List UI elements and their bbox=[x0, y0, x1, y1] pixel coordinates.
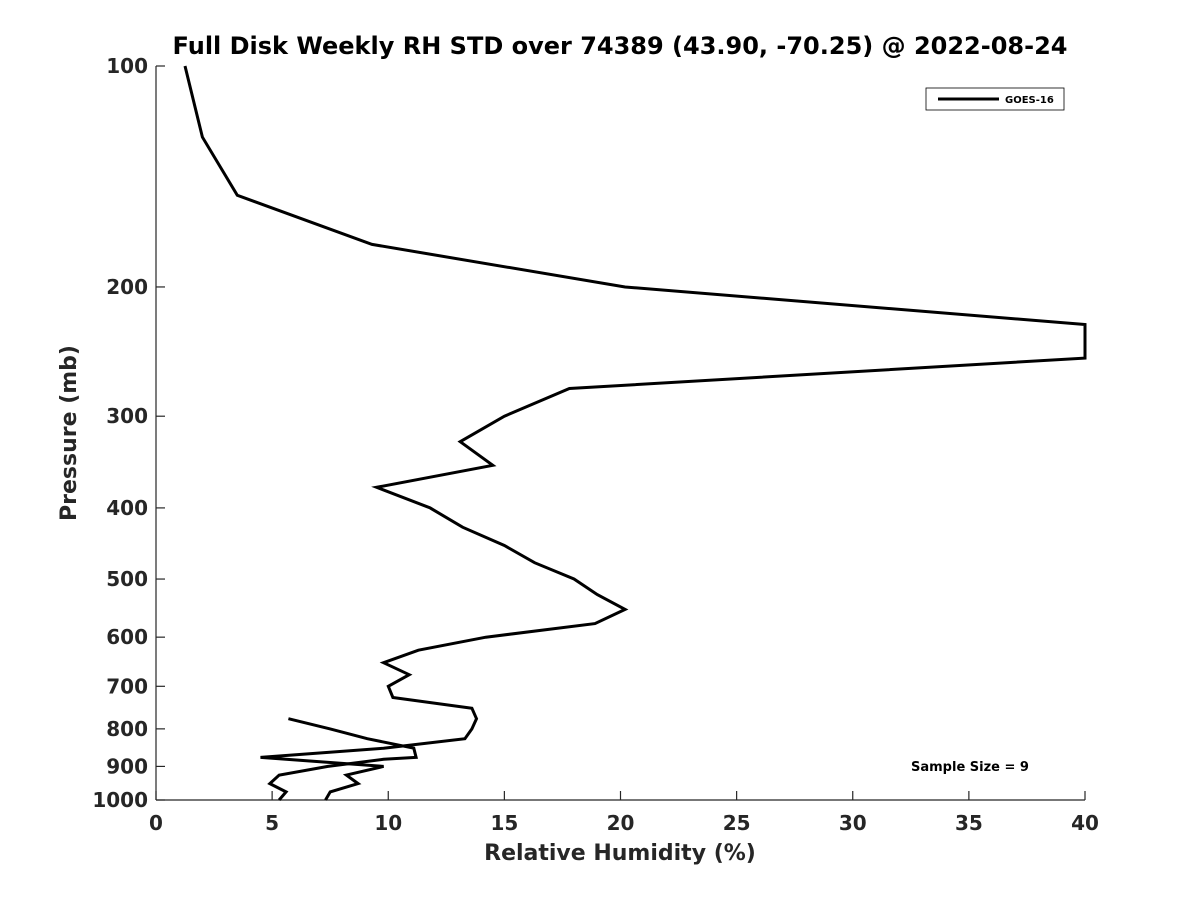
y-axis-label: Pressure (mb) bbox=[57, 345, 82, 521]
y-tick-label: 1000 bbox=[92, 788, 148, 812]
series-line-goes-16-lower bbox=[267, 717, 418, 801]
y-tick-label: 600 bbox=[106, 625, 148, 649]
y-tick-label: 200 bbox=[106, 275, 148, 299]
legend-label: GOES-16 bbox=[1005, 95, 1054, 106]
x-tick-label: 5 bbox=[265, 811, 279, 835]
series-line-goes-16 bbox=[183, 65, 1087, 801]
x-tick-label: 15 bbox=[490, 811, 518, 835]
x-tick-label: 30 bbox=[839, 811, 867, 835]
series-group bbox=[183, 65, 1087, 801]
y-tick-label: 500 bbox=[106, 567, 148, 591]
y-tick-label: 700 bbox=[106, 674, 148, 698]
y-tick-label: 400 bbox=[106, 496, 148, 520]
x-tick-label: 0 bbox=[149, 811, 163, 835]
legend: GOES-16 bbox=[925, 87, 1065, 111]
y-tick-label: 800 bbox=[106, 717, 148, 741]
x-tick-label: 25 bbox=[723, 811, 751, 835]
chart-title: Full Disk Weekly RH STD over 74389 (43.9… bbox=[173, 32, 1068, 60]
x-tick-label: 35 bbox=[955, 811, 983, 835]
ticks: 0 5 10 15 20 25 30 35 40 100 200 300 400 500 600 700 800… bbox=[92, 54, 1099, 835]
y-tick-label: 900 bbox=[106, 754, 148, 778]
x-tick-label: 20 bbox=[607, 811, 635, 835]
y-tick-label: 100 bbox=[106, 54, 148, 78]
x-tick-label: 10 bbox=[374, 811, 402, 835]
sample-size-annotation: Sample Size = 9 bbox=[911, 760, 1029, 775]
x-tick-label: 40 bbox=[1071, 811, 1099, 835]
y-tick-label: 300 bbox=[106, 404, 148, 428]
plot-area bbox=[156, 66, 1085, 800]
x-axis-label: Relative Humidity (%) bbox=[484, 841, 756, 866]
